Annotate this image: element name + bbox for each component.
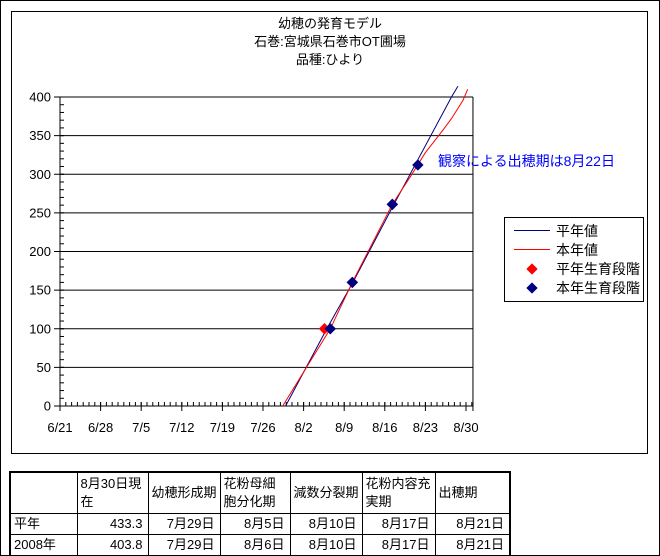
x-tick-label: 6/28 [88, 420, 113, 435]
table-cell: 7月29日 [147, 513, 221, 535]
heading-date-annotation: 観察による出穂期は8月22日 [438, 153, 615, 169]
growth-stage-table: 8月30日現在 幼穂形成期 花粉母細胞分化期 減数分裂期 花粉内容充実期 出穂期 平年 433… [9, 471, 511, 555]
y-tick-label: 0 [44, 399, 51, 414]
chart-title-line3: 品種:ひより [295, 52, 365, 67]
series-line-平年値 [285, 85, 459, 407]
chart-legend: 平年値本年値平年生育段階 本年生育段階 [504, 217, 644, 302]
table-row: 2008年 403.8 7月29日 8月6日 8月10日 8月17日 8月21日 [9, 534, 511, 555]
table-cell: 7月29日 [147, 534, 221, 555]
table-cell: 8月21日 [434, 534, 511, 555]
y-tick-label: 250 [29, 205, 51, 220]
table-cell: 8月10日 [289, 534, 363, 555]
table-cell: 8月10日 [289, 513, 363, 535]
table-header-cell: 減数分裂期 [289, 471, 363, 514]
x-tick-label: 8/9 [335, 420, 353, 435]
x-tick-label: 8/23 [413, 420, 438, 435]
legend-entry-平年生育段階: 平年生育段階 [505, 259, 643, 278]
x-tick-label: 8/30 [453, 420, 478, 435]
y-tick-label: 100 [29, 321, 51, 336]
legend-label: 本年生育段階 [556, 279, 640, 296]
legend-label: 本年値 [556, 241, 598, 258]
marker-本年生育段階 [324, 323, 336, 335]
table-cell: 8月21日 [434, 513, 511, 535]
table-header-cell: 出穂期 [434, 471, 511, 514]
table-header-cell: 花粉母細胞分化期 [219, 471, 291, 514]
table-header-cell [9, 471, 78, 514]
table-header-cell: 幼穂形成期 [147, 471, 221, 514]
row-label: 2008年 [9, 534, 78, 555]
legend-label: 平年生育段階 [556, 260, 640, 277]
x-tick-label: 7/26 [250, 420, 275, 435]
table-cell: 8月6日 [219, 534, 291, 555]
y-tick-label: 300 [29, 167, 51, 182]
line-swatch [514, 230, 550, 231]
table-cell: 433.3 [76, 513, 149, 535]
legend-label: 平年値 [556, 222, 598, 239]
chart-title: 幼穂の発育モデル 石巻:宮城県石巻市OT圃場 品種:ひより [1, 15, 659, 69]
table-row: 平年 433.3 7月29日 8月5日 8月10日 8月17日 8月21日 [9, 513, 511, 535]
x-tick-label: 8/2 [295, 420, 313, 435]
marker-本年生育段階 [346, 276, 359, 289]
plot-area: 0 50 100 150 200 250 300 350 400 6/21 6/28 7/5 7/12 7… [29, 85, 479, 435]
x-tick-label: 6/21 [47, 420, 72, 435]
chart-title-line1: 幼穂の発育モデル [277, 16, 382, 31]
x-tick-label: 7/12 [169, 420, 194, 435]
table-header-row: 8月30日現在 幼穂形成期 花粉母細胞分化期 減数分裂期 花粉内容充実期 出穂期 [9, 471, 511, 514]
x-tick-label: 8/16 [372, 420, 397, 435]
line-swatch [514, 249, 550, 250]
legend-diamond-icon [514, 281, 550, 294]
x-tick-label: 7/19 [210, 420, 235, 435]
table-header-cell: 花粉内容充実期 [361, 471, 436, 514]
row-label: 平年 [9, 513, 78, 535]
legend-entry-本年生育段階: 本年生育段階 [505, 278, 643, 297]
x-tick-label: 7/5 [132, 420, 150, 435]
y-tick-label: 350 [29, 128, 51, 143]
y-tick-label: 150 [29, 283, 51, 298]
marker-本年生育段階 [386, 198, 399, 211]
diamond-swatch [526, 281, 538, 294]
table-cell: 8月5日 [219, 513, 291, 535]
table-cell: 8月17日 [361, 534, 436, 555]
legend-line-sample [514, 230, 550, 231]
y-tick-label: 50 [37, 360, 51, 375]
legend-line-sample [514, 249, 550, 250]
legend-entry-本年値: 本年値 [505, 240, 643, 259]
y-tick-label: 200 [29, 244, 51, 259]
table-cell: 8月17日 [361, 513, 436, 535]
legend-entry-平年値: 平年値 [505, 221, 643, 240]
table-header-cell: 8月30日現在 [76, 471, 149, 514]
y-tick-label: 400 [29, 90, 51, 105]
legend-diamond-icon [514, 262, 550, 275]
marker-本年生育段階 [412, 159, 424, 171]
table-cell: 403.8 [76, 534, 149, 555]
diamond-swatch [526, 262, 538, 275]
chart-title-line2: 石巻:宮城県石巻市OT圃場 [254, 34, 406, 49]
